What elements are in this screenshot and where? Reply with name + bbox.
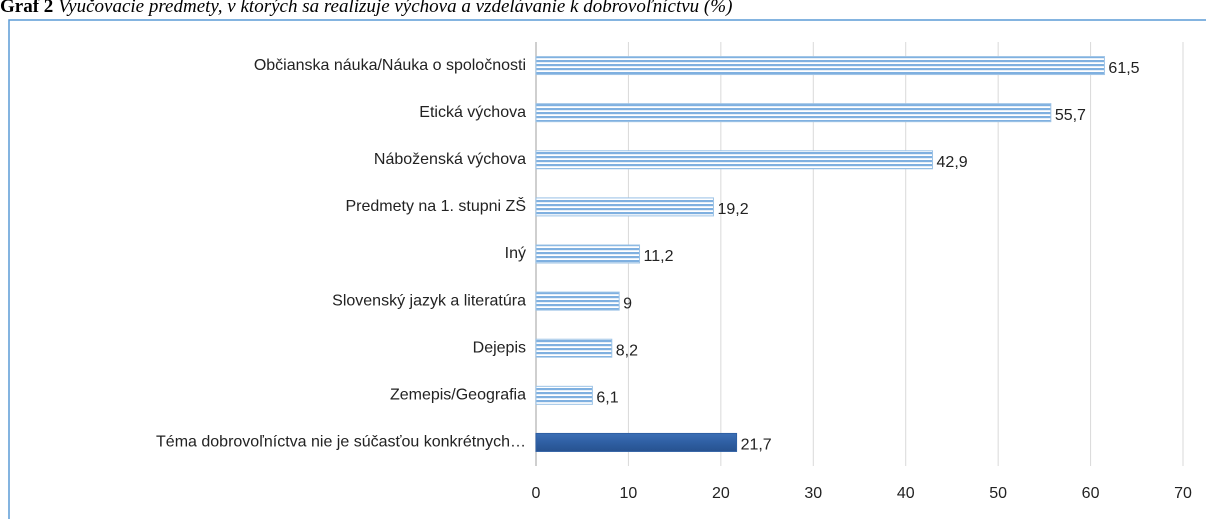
x-tick-label: 30: [804, 485, 822, 502]
y-tick-label: Predmety na 1. stupni ZŠ: [345, 196, 526, 215]
x-tick-label: 20: [712, 485, 730, 502]
bar: [535, 385, 593, 405]
y-tick-label: Téma dobrovoľníctva nie je súčasťou konk…: [156, 434, 526, 451]
data-label: 61,5: [1108, 60, 1139, 77]
bar: [535, 197, 714, 217]
bar: [535, 103, 1052, 123]
title-text: Vyučovacie predmety, v ktorých sa realiz…: [58, 0, 732, 17]
y-tick-label: Dejepis: [473, 339, 526, 356]
y-tick-label: Iný: [505, 245, 526, 262]
data-label: 9: [623, 295, 632, 312]
bar: [535, 338, 613, 358]
data-label: 8,2: [616, 342, 638, 359]
y-tick-label: Náboženská výchova: [374, 151, 526, 168]
x-tick-label: 60: [1082, 485, 1100, 502]
y-tick-label: Slovenský jazyk a literatúra: [332, 292, 526, 309]
y-tick-label: Zemepis/Geografia: [390, 387, 526, 404]
bar: [535, 56, 1105, 76]
data-label: 55,7: [1055, 107, 1086, 124]
x-tick-label: 0: [532, 485, 541, 502]
data-label: 11,2: [644, 248, 674, 265]
x-tick-label: 50: [989, 485, 1007, 502]
x-tick-label: 10: [620, 485, 638, 502]
y-tick-label: Etická výchova: [419, 104, 526, 121]
chart-title: Graf 2 Vyučovacie predmety, v ktorých sa …: [0, 0, 732, 17]
title-prefix: Graf 2: [0, 0, 53, 17]
x-tick-label: 40: [897, 485, 915, 502]
frame: [8, 19, 1206, 519]
data-label: 21,7: [741, 437, 772, 454]
data-label: 42,9: [937, 154, 968, 171]
data-label: 19,2: [717, 201, 748, 218]
bar: [535, 150, 934, 170]
bar: [535, 291, 620, 311]
y-tick-label: Občianska náuka/Náuka o spoločnosti: [254, 57, 526, 74]
x-tick-label: 70: [1174, 485, 1192, 502]
data-label: 6,1: [596, 390, 618, 407]
bar: [535, 244, 641, 264]
bar: [535, 432, 738, 452]
